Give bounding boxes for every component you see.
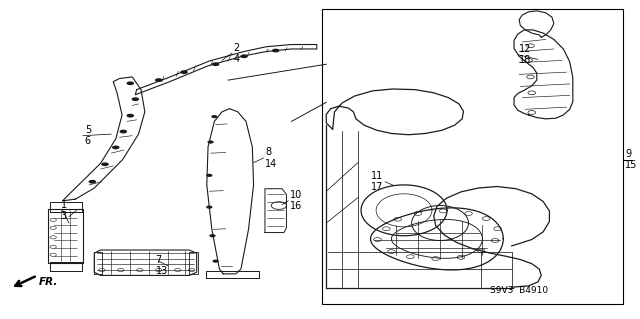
Text: 11
17: 11 17 [371, 171, 383, 192]
Circle shape [180, 70, 188, 74]
Circle shape [211, 115, 218, 118]
Text: 2
4: 2 4 [234, 42, 239, 64]
Circle shape [112, 145, 120, 149]
Circle shape [155, 78, 163, 82]
Circle shape [240, 54, 248, 58]
Text: S9V3  B4910: S9V3 B4910 [490, 286, 548, 295]
Text: 9
15: 9 15 [625, 149, 637, 170]
Circle shape [272, 49, 280, 52]
Text: FR.: FR. [38, 277, 58, 287]
Circle shape [207, 140, 214, 144]
Text: 12
18: 12 18 [519, 44, 531, 65]
Text: 8
14: 8 14 [265, 147, 277, 168]
Circle shape [101, 162, 109, 166]
Circle shape [88, 180, 96, 184]
Text: 10
16: 10 16 [290, 190, 302, 211]
Circle shape [132, 97, 139, 101]
Text: 1
3: 1 3 [61, 200, 67, 221]
Circle shape [212, 62, 220, 66]
Circle shape [209, 234, 216, 237]
Text: 5
6: 5 6 [84, 125, 91, 146]
Circle shape [120, 130, 127, 133]
Circle shape [127, 81, 134, 85]
Circle shape [127, 114, 134, 118]
Circle shape [206, 205, 212, 209]
Circle shape [212, 260, 219, 263]
Bar [322, 9, 623, 304]
Circle shape [206, 174, 212, 177]
Text: 7
13: 7 13 [156, 255, 168, 277]
